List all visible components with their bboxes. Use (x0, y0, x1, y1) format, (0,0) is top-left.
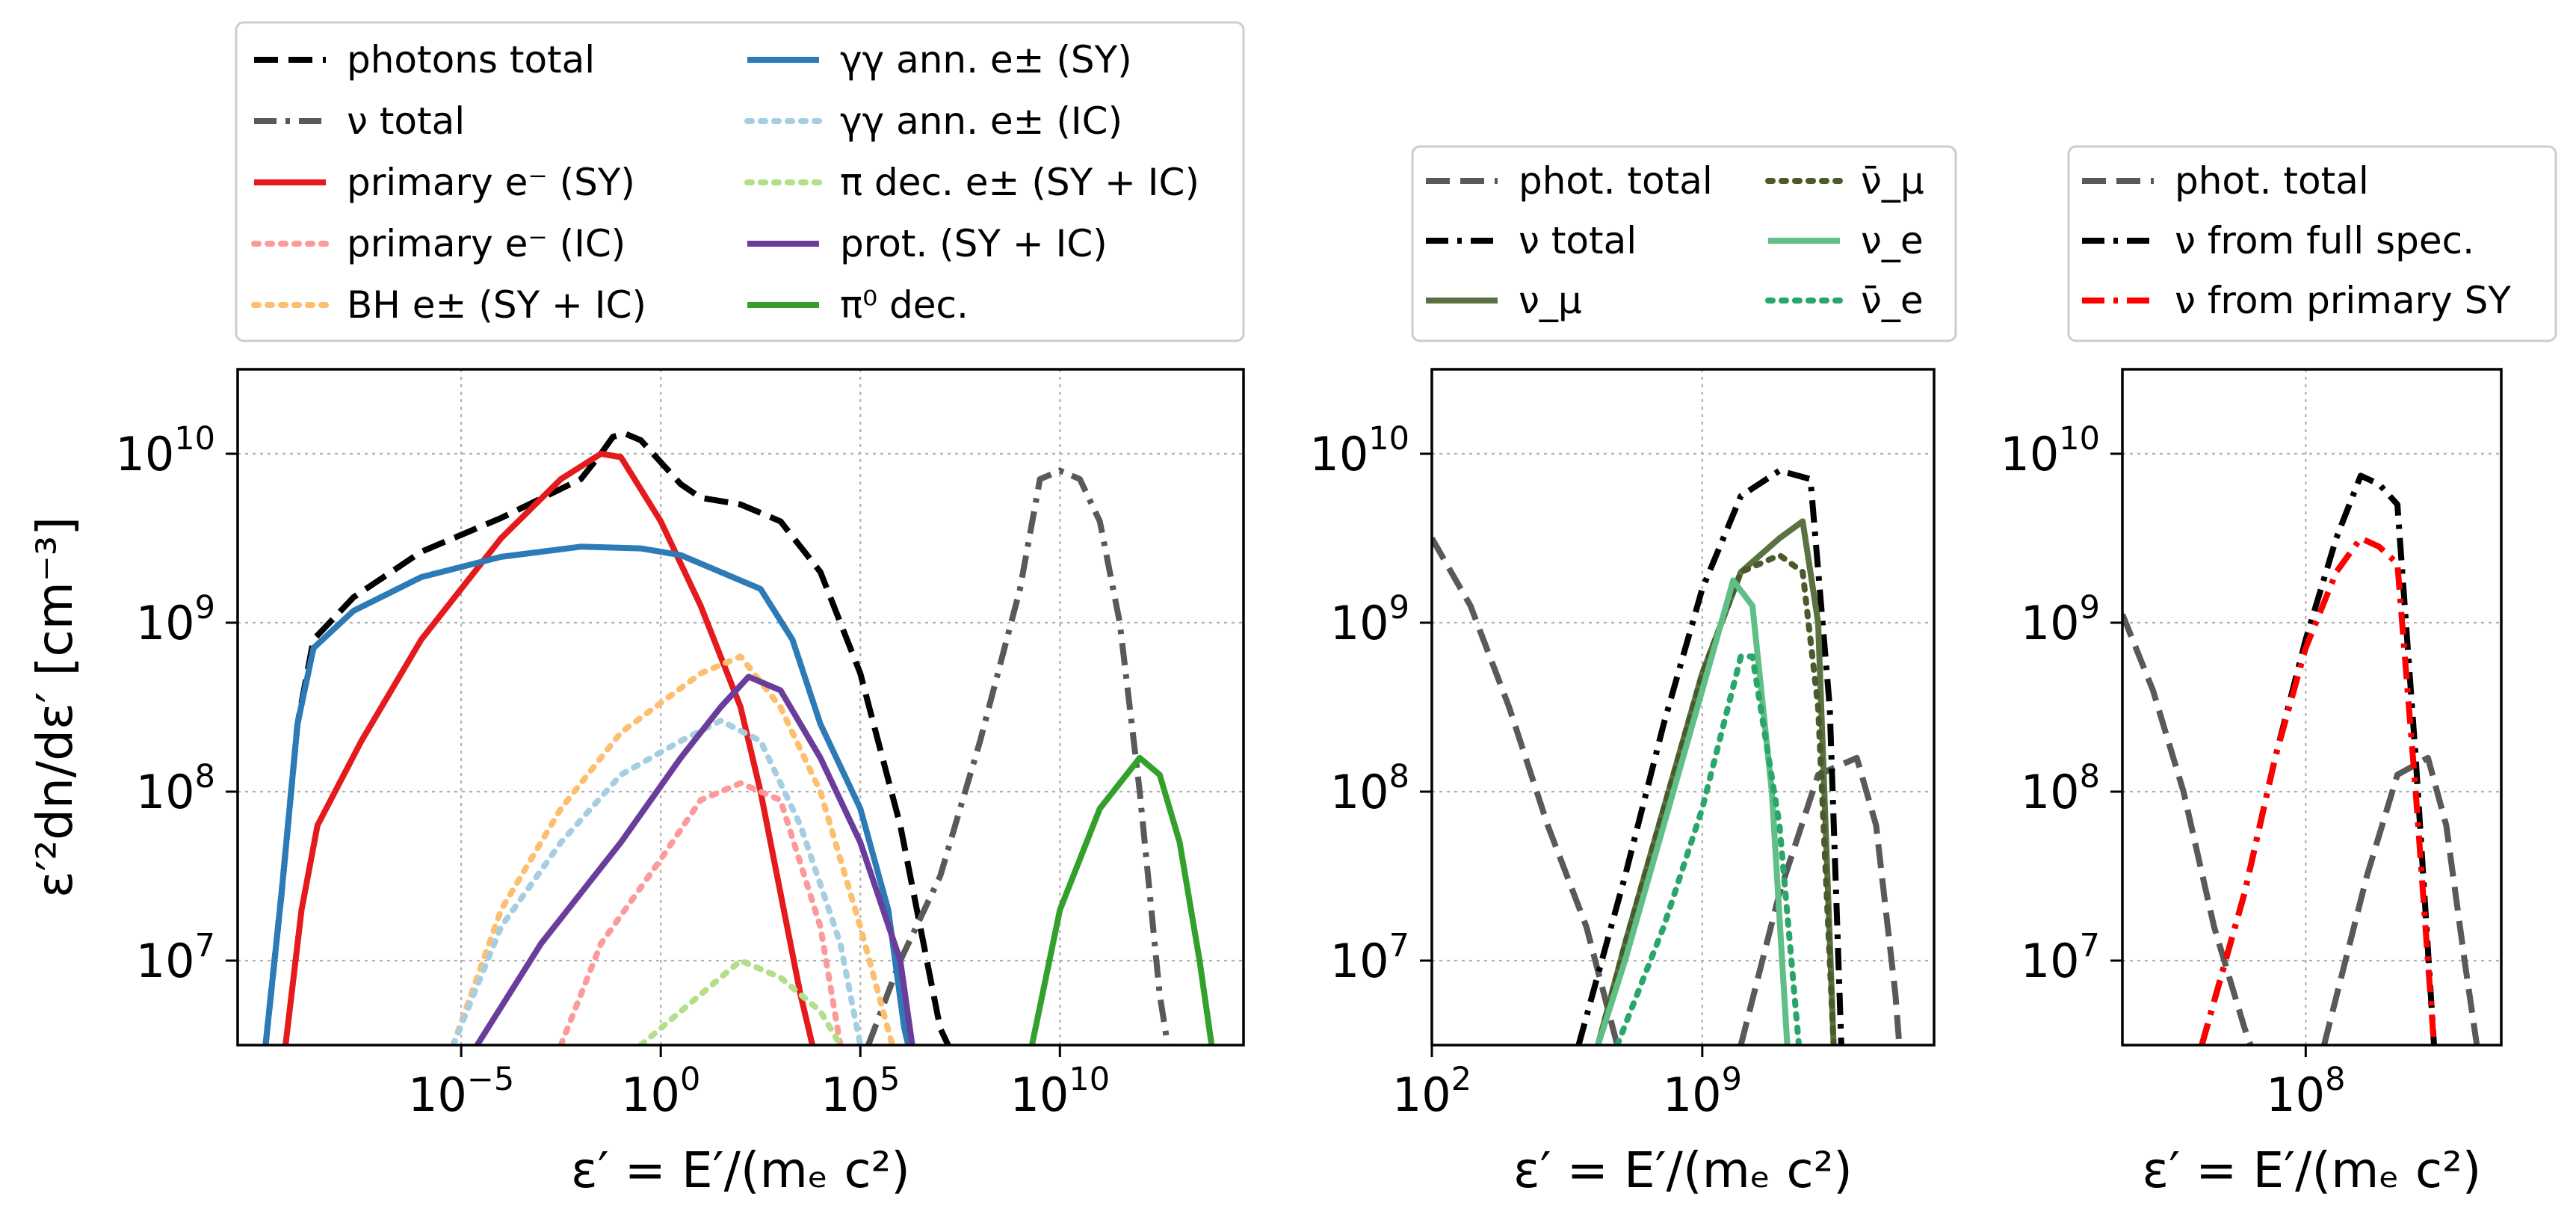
y-tick-label: 107 (1330, 927, 1409, 988)
y-axis-label: ε′²dn/dε′ [cm⁻³] (26, 517, 84, 898)
series-line (1595, 518, 1837, 1045)
x-axis-label: ε′ = E′/(mₑ c²) (2143, 1142, 2482, 1199)
legend-label: BH e± (SY + IC) (347, 283, 646, 327)
series-line (2122, 613, 2254, 1045)
series-line (282, 451, 815, 1045)
series-line (262, 430, 951, 1045)
legend-item: γγ ann. e± (SY) (747, 38, 1132, 81)
series-line (450, 653, 895, 1045)
series-line (475, 674, 915, 1045)
y-tick-label: 107 (136, 927, 215, 988)
y-tick-label: 109 (2021, 589, 2100, 650)
legend-label: ν̄_μ (1861, 159, 1924, 203)
legend: phot. total ν total ν_μ ν̄_μ ν_e ν̄_e (1411, 145, 1957, 342)
legend-item: γγ ann. e± (IC) (744, 99, 1122, 143)
series-line (2321, 754, 2480, 1045)
legend-item: π dec. e± (SY + IC) (744, 161, 1199, 204)
legend-item: ν from primary SY (2082, 279, 2511, 322)
x-tick-label: 108 (2266, 1061, 2345, 1122)
legend-item: π⁰ dec. (747, 283, 969, 327)
series-line (2199, 535, 2437, 1045)
plot-frame (1430, 368, 1936, 1047)
series-line (450, 718, 864, 1045)
plot-frame (2121, 368, 2503, 1047)
legend-item: photons total (254, 38, 595, 81)
legend-item: primary e⁻ (SY) (254, 161, 635, 204)
legend-label: γγ ann. e± (SY) (840, 38, 1132, 81)
series-line (637, 958, 844, 1045)
series-line (2199, 472, 2437, 1045)
x-tick-label: 105 (821, 1061, 900, 1122)
legend-label: ν̄_e (1861, 279, 1924, 322)
legend-item: ν total (1426, 219, 1637, 262)
legend-label: primary e⁻ (SY) (347, 161, 635, 204)
x-tick-label: 100 (621, 1061, 700, 1122)
y-tick-label: 108 (136, 758, 215, 819)
series-lines (1432, 467, 1903, 1045)
y-tick-label: 109 (1330, 589, 1409, 650)
y-tick-label: 108 (1330, 758, 1409, 819)
legend-box (2067, 145, 2557, 342)
legend-box (1411, 145, 1957, 342)
series-line (262, 543, 912, 1045)
legend-label: ν_e (1861, 219, 1924, 262)
legend-item: ν_μ (1426, 279, 1582, 322)
series-line (1595, 552, 1837, 1045)
x-axis-label: ε′ = E′/(mₑ c²) (1513, 1142, 1853, 1199)
y-tick-label: 1010 (2000, 420, 2100, 481)
legend-label: ν_μ (1519, 279, 1582, 322)
series-line (1614, 653, 1803, 1045)
plot-frame (236, 368, 1245, 1047)
legend-label: photons total (347, 38, 595, 81)
legend-item: primary e⁻ (IC) (251, 222, 626, 265)
legend-item: phot. total (2082, 159, 2369, 203)
series-lines (2122, 472, 2480, 1045)
legend-item: ν total (254, 99, 465, 143)
legend-box (235, 21, 1245, 342)
series-line (865, 467, 1171, 1045)
legend: photons total ν total primary e⁻ (SY) prima… (235, 21, 1245, 342)
x-axis-label: ε′ = E′/(mₑ c²) (571, 1142, 910, 1199)
series-line (1028, 754, 1215, 1045)
x-tick-label: 102 (1392, 1061, 1471, 1122)
y-tick-label: 1010 (115, 420, 215, 481)
legend-label: π dec. e± (SY + IC) (840, 161, 1199, 204)
series-line (1432, 537, 1620, 1045)
series-lines (262, 430, 1215, 1045)
legend-label: prot. (SY + IC) (840, 222, 1108, 265)
legend-item: ν̄_μ (1765, 159, 1924, 203)
legend: phot. total ν from full spec. ν from prima… (2067, 145, 2557, 342)
y-tick-label: 1010 (1309, 420, 1409, 481)
panel-right: 108 107 108 109 1010 ε′ = E′/(mₑ c²) phot. tot… (2000, 145, 2557, 1199)
legend-label: ν from full spec. (2175, 219, 2474, 262)
x-tick-label: 1010 (1010, 1061, 1110, 1122)
legend-item: ν from full spec. (2082, 219, 2474, 262)
legend-label: γγ ann. e± (IC) (840, 99, 1122, 143)
x-tick-label: 109 (1663, 1061, 1742, 1122)
legend-label: ν total (1519, 219, 1637, 262)
series-line (1575, 467, 1844, 1045)
panel-middle: 102 109 107 108 109 1010 ε′ = E′/(mₑ c²) phot. … (1309, 145, 1957, 1199)
legend-item: ν̄_e (1765, 279, 1924, 322)
legend-item: BH e± (SY + IC) (251, 283, 646, 327)
series-line (557, 780, 844, 1045)
legend-label: ν from primary SY (2175, 279, 2511, 322)
legend-label: phot. total (2175, 159, 2369, 203)
legend-item: phot. total (1426, 159, 1713, 203)
legend-label: primary e⁻ (IC) (347, 222, 626, 265)
legend-label: phot. total (1519, 159, 1713, 203)
legend-item: prot. (SY + IC) (747, 222, 1108, 265)
legend-item: ν_e (1768, 219, 1924, 262)
x-tick-label: 10−5 (408, 1061, 514, 1122)
panel-left: 10−5 100 105 1010 107 108 109 1010 ε′ = E′/(mₑ c… (26, 21, 1245, 1199)
y-tick-label: 107 (2021, 927, 2100, 988)
y-tick-label: 108 (2021, 758, 2100, 819)
legend-label: π⁰ dec. (840, 283, 969, 327)
legend-label: ν total (347, 99, 465, 143)
y-tick-label: 109 (136, 589, 215, 650)
